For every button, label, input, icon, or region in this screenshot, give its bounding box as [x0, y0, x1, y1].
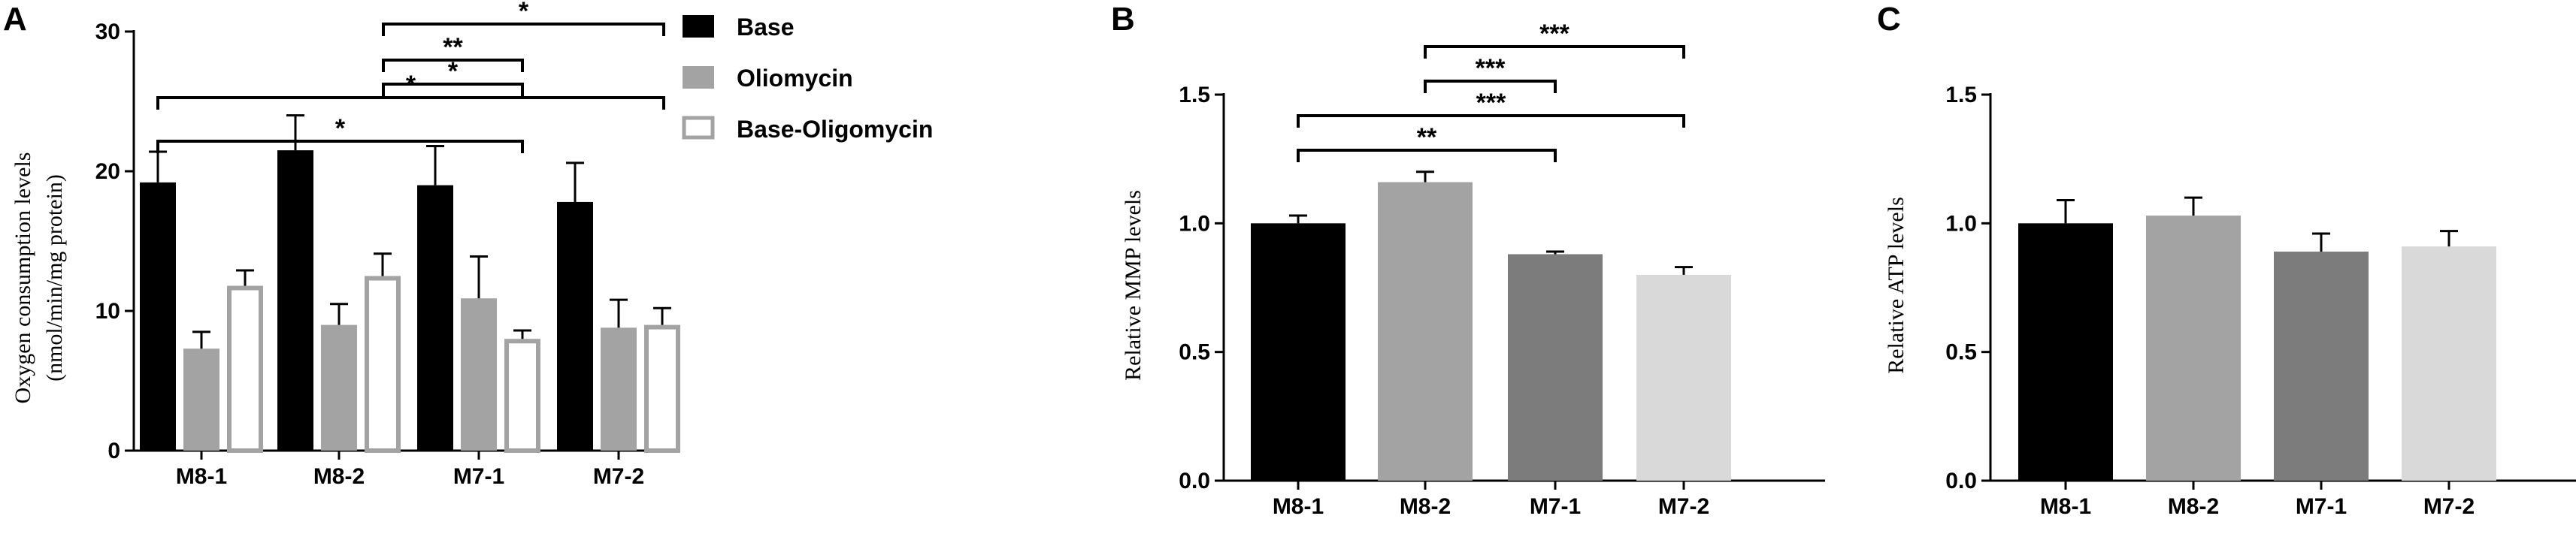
significance-label: *** — [1476, 89, 1506, 117]
panel-c-bars — [2018, 196, 2496, 481]
legend-label-base: Base — [737, 14, 795, 41]
x-tick-label: M8-2 — [313, 464, 365, 489]
panel-b-letter: B — [1111, 1, 1135, 38]
y-tick-label: 0.5 — [1179, 340, 1210, 365]
y-tick-label: 30 — [95, 20, 120, 44]
bar — [277, 150, 313, 451]
panel-a-letter: A — [3, 1, 27, 38]
panel-b: B Relative MMP levels 0.0 0.5 1.0 1.5 M8-1 M8… — [1111, 1, 1825, 519]
significance-bracket — [156, 140, 524, 153]
bar — [601, 327, 637, 451]
x-tick-label: M7-2 — [2423, 494, 2475, 519]
y-tick-label: 20 — [95, 159, 120, 184]
legend-swatch-base-oligomycin — [682, 116, 715, 140]
bar — [417, 185, 453, 451]
y-tick-label: 0.5 — [1945, 340, 1977, 365]
y-tick-label: 0 — [107, 439, 120, 463]
bar — [2018, 223, 2113, 481]
significance-label: * — [519, 0, 529, 26]
panel-a-significance: ****** — [156, 0, 665, 153]
panel-c-axes: 0.0 0.5 1.0 1.5 M8-1 M8-2 M7-1 M7-2 — [1945, 83, 2576, 519]
x-tick-label: M7-2 — [1658, 494, 1709, 519]
bar — [2146, 216, 2241, 481]
significance-bracket — [382, 23, 665, 36]
panel-c: C Relative ATP levels 0.0 0.5 1.0 1.5 M8-1 M8… — [1877, 1, 2576, 519]
bar — [365, 276, 401, 453]
panel-a-axes: 0 10 20 30 M8-1 M8-2 M7-1 M7-2 — [95, 20, 661, 489]
panel-c-letter: C — [1877, 1, 1901, 38]
panel-b-ylabel: Relative MMP levels — [1121, 190, 1146, 381]
y-tick-label: 1.5 — [1945, 83, 1977, 107]
panel-a-bars — [140, 114, 680, 454]
bar — [2274, 252, 2369, 481]
panel-b-bars — [1251, 170, 1731, 481]
y-tick-label: 10 — [95, 299, 120, 324]
bar — [557, 201, 593, 451]
bar — [2402, 246, 2496, 481]
legend-label-base-oligomycin: Base-Oligomycin — [737, 116, 933, 143]
x-tick-label: M8-2 — [1400, 494, 1451, 519]
bar — [183, 348, 219, 451]
significance-label: *** — [1539, 20, 1570, 48]
bar — [321, 324, 357, 451]
panel-a-legend: Base Oliomycin Base-Oligomycin — [682, 14, 933, 143]
significance-label: * — [335, 114, 346, 143]
significance-label: ** — [443, 33, 463, 62]
significance-label: * — [406, 71, 416, 99]
panel-a-ylabel-unit: (nmol/min/mg protein) — [42, 174, 67, 382]
bar — [461, 298, 497, 451]
legend-swatch-base — [683, 15, 714, 38]
legend-swatch-oliomycin — [683, 66, 714, 89]
bar — [1378, 182, 1473, 481]
x-tick-label: M7-1 — [453, 464, 504, 489]
panel-b-significance: *********** — [1297, 20, 1685, 162]
bar — [644, 324, 680, 453]
bar — [1636, 274, 1731, 481]
bar — [140, 182, 176, 451]
panel-c-ylabel: Relative ATP levels — [1884, 197, 1909, 374]
significance-bracket — [1297, 114, 1685, 128]
significance-label: ** — [1417, 123, 1437, 152]
significance-bracket — [382, 83, 524, 96]
significance-bracket — [1424, 80, 1557, 93]
x-tick-label: M7-2 — [593, 464, 644, 489]
significance-bracket — [1424, 45, 1685, 59]
bar — [504, 339, 540, 454]
x-tick-label: M7-1 — [1530, 494, 1581, 519]
significance-bracket — [382, 59, 524, 72]
legend-label-oliomycin: Oliomycin — [737, 65, 853, 92]
x-tick-label: M8-2 — [2168, 494, 2219, 519]
x-tick-label: M8-1 — [176, 464, 227, 489]
significance-bracket — [156, 96, 665, 110]
x-tick-label: M7-1 — [2296, 494, 2347, 519]
significance-bracket — [1297, 149, 1557, 162]
y-tick-label: 1.5 — [1179, 83, 1210, 107]
x-tick-label: M8-1 — [2040, 494, 2091, 519]
y-tick-label: 0.0 — [1179, 469, 1210, 493]
y-tick-label: 0.0 — [1945, 469, 1977, 493]
y-tick-label: 1.0 — [1179, 211, 1210, 236]
bar — [1508, 254, 1603, 481]
x-tick-label: M8-1 — [1273, 494, 1324, 519]
panel-a-ylabel: Oxygen consumption levels — [11, 152, 35, 404]
significance-label: *** — [1476, 54, 1506, 83]
panel-a: A Oxygen consumption levels (nmol/min/mg… — [3, 0, 933, 489]
significance-label: * — [448, 57, 459, 86]
bar — [1251, 223, 1346, 481]
y-tick-label: 1.0 — [1945, 211, 1977, 236]
bar — [227, 285, 263, 453]
